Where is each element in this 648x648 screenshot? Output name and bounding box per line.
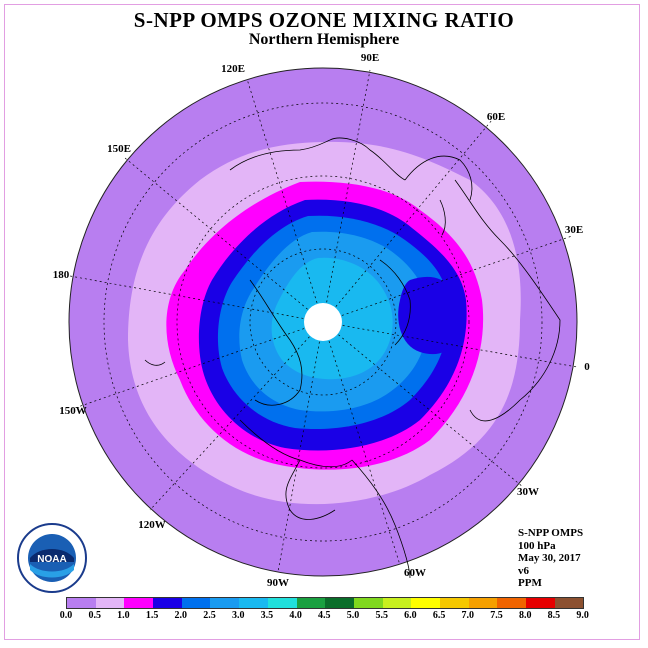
- colorbar-tick-label: 2.0: [174, 610, 188, 621]
- colorbar-segment: [267, 598, 297, 608]
- info-pressure-level: 100 hPa: [518, 539, 556, 552]
- info-date: May 30, 2017: [518, 552, 581, 564]
- colorbar-tick-label: 0.5: [88, 610, 101, 621]
- lon-label-60w: 60W: [404, 567, 426, 579]
- colorbar-segment: [468, 598, 498, 608]
- colorbar-tick-label: 1.0: [117, 610, 130, 621]
- lon-label-60e: 60E: [487, 111, 505, 123]
- map-subtitle: Northern Hemisphere: [248, 31, 400, 48]
- colorbar-tick-label: 7.0: [461, 610, 475, 621]
- lon-label-150w: 150W: [59, 405, 87, 417]
- colorbar-tick-label: 0.0: [59, 610, 73, 621]
- lon-label-30e: 30E: [565, 224, 583, 236]
- lon-label-150e: 150E: [107, 143, 131, 155]
- colorbar-tick-label: 5.5: [375, 610, 388, 621]
- colorbar-segment: [439, 598, 469, 608]
- colorbar-segment: [296, 598, 326, 608]
- figure-frame: [4, 4, 640, 640]
- colorbar-segment: [382, 598, 412, 608]
- lon-label-0: 0: [584, 361, 590, 373]
- lon-label-120e: 120E: [221, 63, 245, 75]
- colorbar: [66, 597, 585, 609]
- colorbar-tick-label: 3.0: [231, 610, 245, 621]
- lon-label-30w: 30W: [517, 486, 539, 498]
- colorbar-segment: [411, 598, 440, 608]
- colorbar-segment: [353, 598, 383, 608]
- lon-label-90w: 90W: [267, 577, 289, 589]
- colorbar-segment: [497, 598, 526, 608]
- colorbar-tick-label: 8.5: [547, 610, 561, 621]
- map-title: S-NPP OMPS OZONE MIXING RATIO: [133, 8, 515, 32]
- colorbar-tick-label: 3.5: [260, 610, 274, 621]
- colorbar-tick-label: 2.5: [203, 610, 216, 621]
- polar-data-gap: [304, 303, 342, 341]
- longitude-labels: 90E 60E 30E 0 30W 60W 90W 120W 150W 180 …: [53, 52, 591, 589]
- info-version: v6: [518, 564, 529, 577]
- noaa-logo: NOAA: [16, 522, 88, 594]
- colorbar-tick-label: 1.5: [145, 610, 159, 621]
- colorbar-tick-label: 9.0: [576, 610, 589, 621]
- colorbar-segment: [210, 598, 240, 608]
- coastlines: [144, 137, 561, 579]
- colorbar-segment: [554, 598, 584, 608]
- band-low-east: [398, 276, 461, 355]
- colorbar-segment: [325, 598, 354, 608]
- colorbar-segment: [67, 598, 96, 608]
- product-info: S-NPP OMPS 100 hPa May 30, 2017 v6 PPM: [518, 527, 583, 590]
- colorbar-tick-label: 4.0: [289, 610, 302, 621]
- colorbar-tick-label: 4.5: [318, 610, 331, 621]
- info-units: PPM: [518, 577, 542, 589]
- colorbar-segment: [124, 598, 154, 608]
- colorbar-segment: [95, 598, 125, 608]
- info-instrument: S-NPP OMPS: [518, 527, 584, 539]
- colorbar-tick-labels: 0.0 0.5 1.0 1.5 2.0 2.5 3.0 3.5 4.0 4.5 5.0 5.5 6.0 6…: [60, 610, 600, 624]
- colorbar-segment: [526, 598, 555, 608]
- lon-label-120w: 120W: [138, 519, 166, 531]
- colorbar-tick-label: 5.0: [346, 610, 360, 621]
- colorbar-tick-label: 8.0: [518, 610, 532, 621]
- colorbar-segment: [239, 598, 268, 608]
- graticule: [69, 69, 578, 573]
- colorbar-segment: [181, 598, 211, 608]
- colorbar-segment: [153, 598, 182, 608]
- colorbar-tick-label: 6.5: [432, 610, 446, 621]
- lon-label-90e: 90E: [361, 52, 379, 64]
- svg-text:NOAA: NOAA: [37, 554, 66, 565]
- lon-label-180: 180: [53, 269, 70, 281]
- colorbar-tick-label: 7.5: [490, 610, 503, 621]
- colorbar-tick-label: 6.0: [404, 610, 417, 621]
